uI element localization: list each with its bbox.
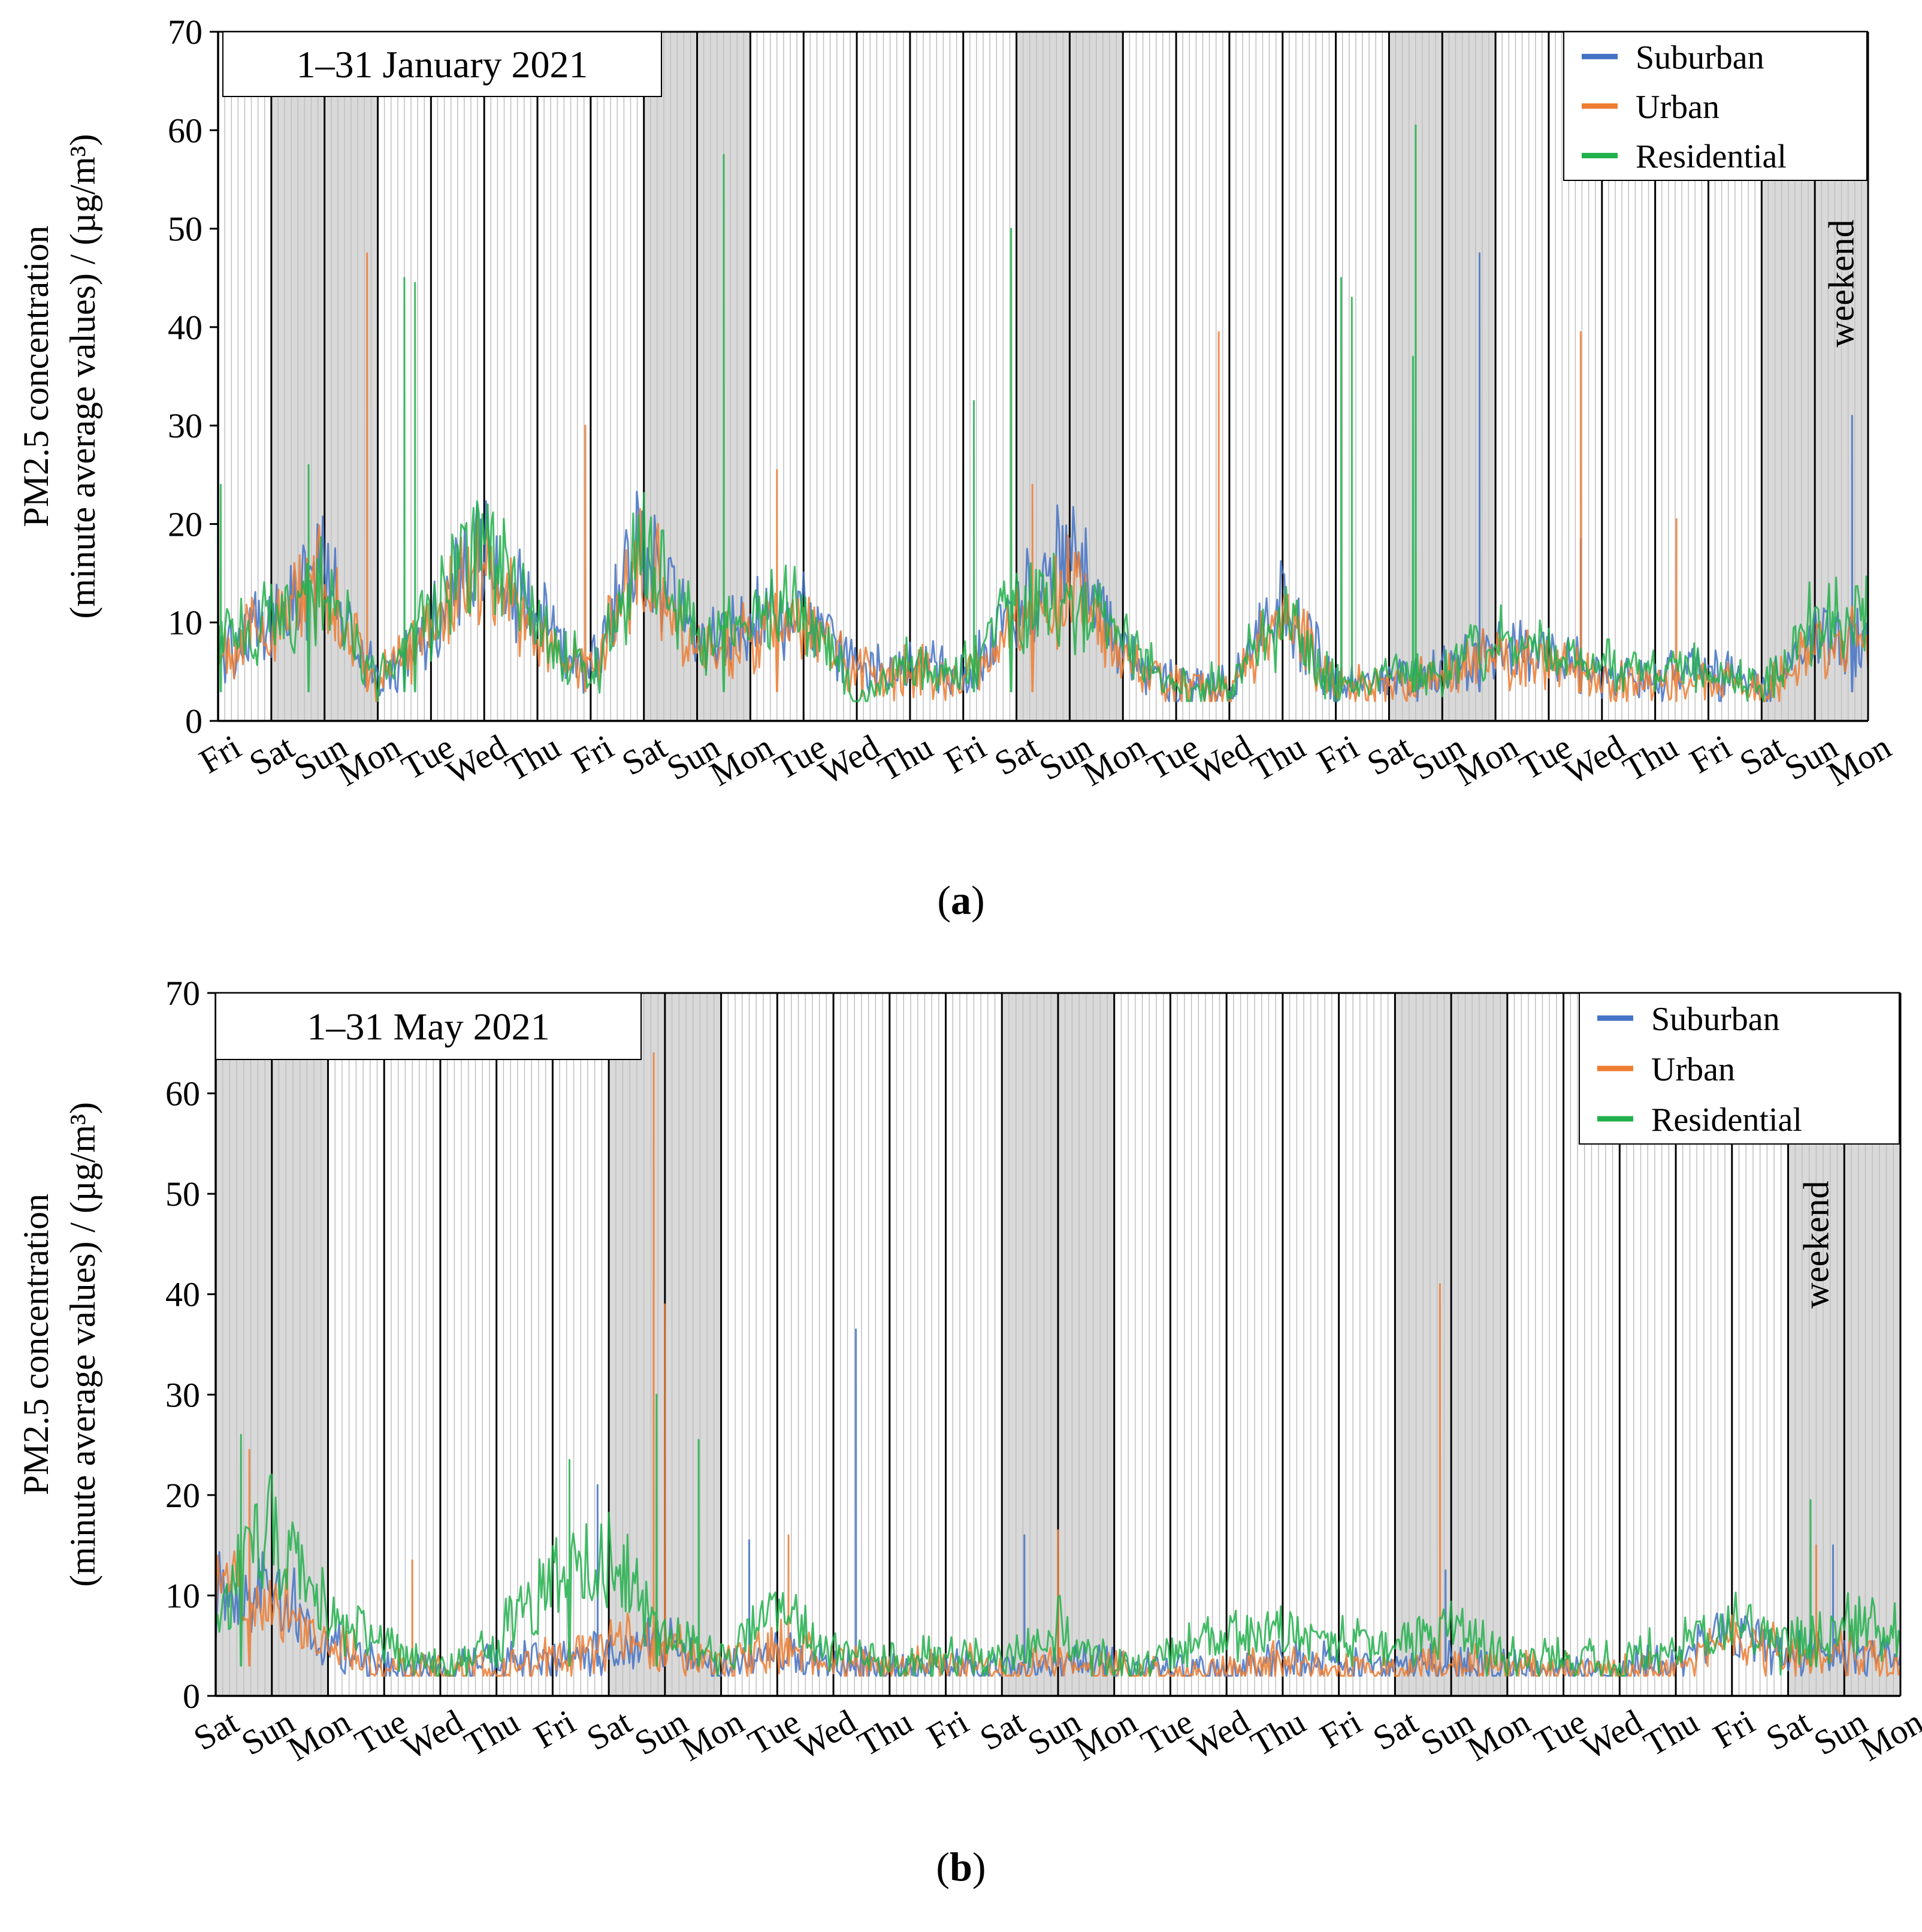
chart-title: 1–31 January 2021 bbox=[296, 43, 588, 86]
x-tick-label: Mon bbox=[1460, 1702, 1536, 1768]
title-box bbox=[222, 31, 662, 97]
plot-area: 010203040506070FriSatSunMonTueWedThuFriS… bbox=[168, 13, 1897, 793]
x-tick-label: Mon bbox=[703, 727, 779, 793]
y-axis-label-line1: PM2.5 concentration bbox=[16, 225, 56, 527]
y-tick-label: 50 bbox=[168, 210, 203, 249]
y-axis-label-line2: (minute average values) / (µg/m³) bbox=[63, 134, 102, 619]
x-tick-label: Mon bbox=[331, 727, 407, 793]
legend: Suburban Urban Residential bbox=[1579, 992, 1900, 1145]
x-tick-label: Fri bbox=[1313, 1702, 1368, 1756]
x-tick-label: Fri bbox=[1310, 727, 1365, 781]
x-tick-label: Fri bbox=[1707, 1702, 1761, 1756]
x-tick-label: Wed bbox=[395, 1702, 469, 1767]
y-axis-label-line1: PM2.5 concentration bbox=[16, 1194, 56, 1495]
legend-label-urban: Urban bbox=[1636, 89, 1719, 126]
x-tick-label: Fri bbox=[527, 1702, 582, 1756]
x-tick-label: Mon bbox=[1449, 727, 1525, 793]
y-tick-label: 10 bbox=[168, 603, 203, 642]
y-tick-label: 40 bbox=[165, 1275, 200, 1314]
y-tick-label: 60 bbox=[165, 1074, 200, 1113]
x-tick-label: Fri bbox=[920, 1702, 975, 1756]
x-tick-label: Thu bbox=[498, 727, 566, 789]
legend-label-suburban: Suburban bbox=[1651, 1001, 1780, 1038]
y-tick-label: 70 bbox=[168, 13, 203, 52]
x-tick-label: Thu bbox=[1244, 727, 1311, 789]
weekend-label: weekend bbox=[1796, 1181, 1836, 1308]
y-tick-label: 0 bbox=[183, 1677, 200, 1716]
legend: Suburban Urban Residential bbox=[1563, 31, 1867, 181]
y-tick-label: 40 bbox=[168, 308, 203, 347]
y-tick-label: 70 bbox=[165, 974, 200, 1013]
y-tick-label: 60 bbox=[168, 111, 203, 150]
x-tick-label: Fri bbox=[1683, 727, 1737, 781]
x-tick-label: Thu bbox=[458, 1702, 525, 1764]
x-tick-label: Thu bbox=[1637, 1702, 1705, 1764]
series-line-residential bbox=[217, 124, 1869, 702]
y-tick-label: 50 bbox=[165, 1175, 200, 1213]
chart-panel-a: 0 10 20 30 40 50 60 70 Fri Sat Sun Mon Tue Wed Thu Fri S… bbox=[0, 0, 1922, 965]
series-line-residential bbox=[214, 1393, 1902, 1677]
chart-panel-b: 0 10 20 30 40 50 60 70 Sat Sun Mon Tue Wed Thu Fri Sat S… bbox=[0, 965, 1922, 1929]
y-axis-label-line2: (minute average values) / (µg/m³) bbox=[63, 1102, 102, 1587]
legend-label-residential: Residential bbox=[1636, 138, 1787, 176]
y-tick-label: 30 bbox=[168, 406, 203, 445]
x-tick-label: Mon bbox=[674, 1702, 750, 1768]
y-tick-label: 20 bbox=[168, 505, 203, 544]
x-tick-label: Mon bbox=[1067, 1702, 1143, 1768]
legend-label-residential: Residential bbox=[1651, 1101, 1802, 1139]
x-tick-label: Wed bbox=[1575, 1702, 1649, 1767]
panel-caption-a: (a) bbox=[937, 877, 985, 923]
series-line-suburban bbox=[217, 252, 1869, 702]
chart-january-2021: 010203040506070FriSatSunMonTueWedThuFriS… bbox=[16, 13, 1897, 793]
x-tick-label: Thu bbox=[1616, 727, 1684, 789]
y-tick-label: 0 bbox=[185, 702, 203, 741]
y-tick-label: 10 bbox=[165, 1576, 200, 1615]
x-tick-label: Mon bbox=[1076, 727, 1152, 793]
x-tick-label: Thu bbox=[851, 1702, 918, 1764]
x-tick-label: Fri bbox=[566, 727, 620, 781]
x-tick-label: Thu bbox=[871, 727, 939, 789]
y-tick-label: 30 bbox=[165, 1375, 200, 1414]
x-tick-label: Thu bbox=[1244, 1702, 1311, 1764]
x-tick-label: Mon bbox=[281, 1702, 357, 1768]
x-tick-label: Mon bbox=[1821, 727, 1897, 793]
x-tick-label: Wed bbox=[1182, 1702, 1256, 1767]
title-box bbox=[215, 992, 642, 1060]
series-line-urban bbox=[217, 252, 1869, 702]
panel-caption-b: (b) bbox=[936, 1844, 986, 1889]
y-tick-label: 20 bbox=[165, 1476, 200, 1515]
x-tick-label: Fri bbox=[938, 727, 992, 781]
chart-title: 1–31 May 2021 bbox=[307, 1006, 549, 1048]
x-tick-label: Wed bbox=[789, 1702, 863, 1767]
weekend-label: weekend bbox=[1822, 219, 1861, 347]
x-tick-label: Mon bbox=[1853, 1702, 1922, 1768]
legend-label-suburban: Suburban bbox=[1636, 39, 1764, 76]
legend-label-urban: Urban bbox=[1651, 1051, 1735, 1088]
